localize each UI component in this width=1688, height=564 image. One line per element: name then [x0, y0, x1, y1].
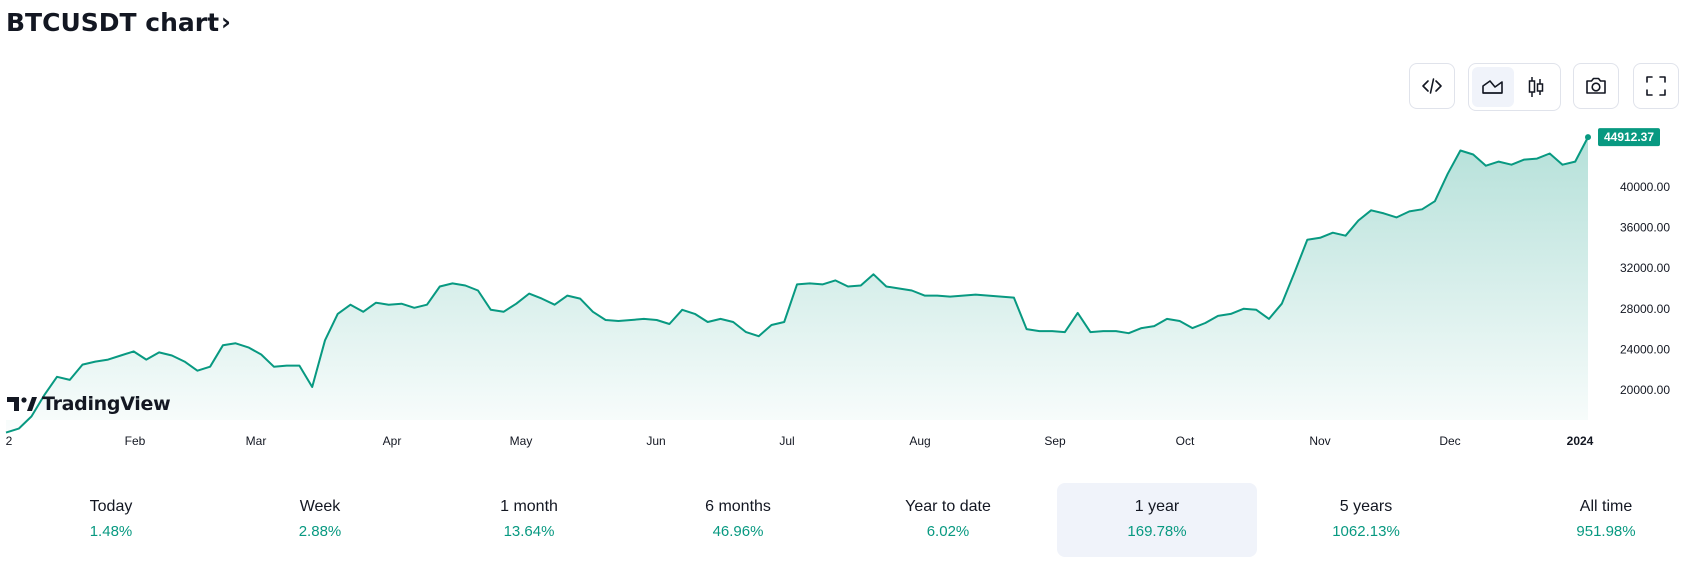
y-tick-label: 36000.00: [1620, 221, 1670, 235]
period-change: 951.98%: [1576, 523, 1636, 540]
period-change: 2.88%: [298, 523, 342, 540]
x-tick-label: 2: [6, 434, 13, 448]
tradingview-logo[interactable]: TradingView: [7, 393, 171, 415]
chart-type-toggle: [1468, 63, 1561, 111]
fullscreen-button[interactable]: [1633, 63, 1679, 109]
page-title[interactable]: BTCUSDT chart ›: [6, 2, 231, 42]
x-tick-label: Aug: [909, 434, 930, 448]
page-title-text[interactable]: BTCUSDT chart: [6, 7, 220, 37]
candlestick-icon: [1528, 77, 1544, 97]
performance-periods: Today 1.48% Week 2.88% 1 month 13.64% 6 months…: [0, 483, 1688, 559]
x-tick-label: Dec: [1439, 434, 1460, 448]
x-tick-label: 2024: [1567, 434, 1594, 448]
last-price-dot: [1585, 134, 1591, 141]
y-tick-label: 28000.00: [1620, 302, 1670, 316]
period-label: Today: [89, 498, 133, 515]
x-tick-label: Oct: [1176, 434, 1195, 448]
period-tab[interactable]: 5 years 1062.13%: [1266, 483, 1466, 557]
chevron-right-icon: ›: [221, 8, 231, 36]
tradingview-logo-icon: [7, 397, 37, 411]
period-tab[interactable]: Year to date 6.02%: [848, 483, 1048, 557]
fullscreen-icon: [1646, 76, 1666, 96]
period-change: 6.02%: [926, 523, 970, 540]
y-tick-label: 32000.00: [1620, 261, 1670, 275]
y-tick-label: 20000.00: [1620, 383, 1670, 397]
period-change: 13.64%: [503, 523, 555, 540]
snapshot-button[interactable]: [1573, 63, 1619, 109]
area-chart-button[interactable]: [1472, 67, 1514, 107]
period-change: 1062.13%: [1332, 523, 1400, 540]
period-change: 169.78%: [1127, 523, 1187, 540]
x-tick-label: May: [510, 434, 533, 448]
x-tick-label: Apr: [383, 434, 402, 448]
candlestick-button[interactable]: [1515, 67, 1557, 107]
code-icon: [1422, 78, 1442, 94]
period-tab[interactable]: 1 month 13.64%: [429, 483, 629, 557]
period-label: 5 years: [1339, 498, 1393, 515]
period-tab[interactable]: Today 1.48%: [11, 483, 211, 557]
logo-wordmark: TradingView: [42, 393, 171, 415]
period-tab[interactable]: Week 2.88%: [220, 483, 420, 557]
period-tab[interactable]: 1 year 169.78%: [1057, 483, 1257, 557]
x-tick-label: Jul: [779, 434, 794, 448]
period-label: 1 month: [500, 498, 558, 515]
period-label: All time: [1579, 498, 1633, 515]
x-tick-label: Mar: [246, 434, 267, 448]
price-chart[interactable]: 20000.00 24000.00 28000.00 32000.00 36000.00…: [0, 0, 1688, 460]
period-change: 46.96%: [712, 523, 764, 540]
x-tick-label: Nov: [1309, 434, 1330, 448]
period-tab[interactable]: 6 months 46.96%: [638, 483, 838, 557]
price-line: [5, 136, 1589, 434]
period-label: 1 year: [1134, 498, 1180, 515]
embed-button[interactable]: [1409, 63, 1455, 109]
period-label: Week: [299, 498, 341, 515]
last-price-label: 44912.37: [1604, 130, 1654, 144]
period-change: 1.48%: [89, 523, 133, 540]
x-tick-label: Jun: [646, 434, 665, 448]
camera-icon: [1586, 77, 1606, 94]
area-chart-icon: [1482, 80, 1503, 94]
y-tick-label: 40000.00: [1620, 180, 1670, 194]
period-label: 6 months: [705, 498, 771, 515]
y-tick-label: 24000.00: [1620, 342, 1670, 356]
period-label: Year to date: [905, 498, 991, 515]
period-tab[interactable]: All time 951.98%: [1506, 483, 1688, 557]
last-price-tag: [1598, 128, 1660, 147]
x-tick-label: Sep: [1044, 434, 1066, 448]
x-tick-label: Feb: [125, 434, 146, 448]
